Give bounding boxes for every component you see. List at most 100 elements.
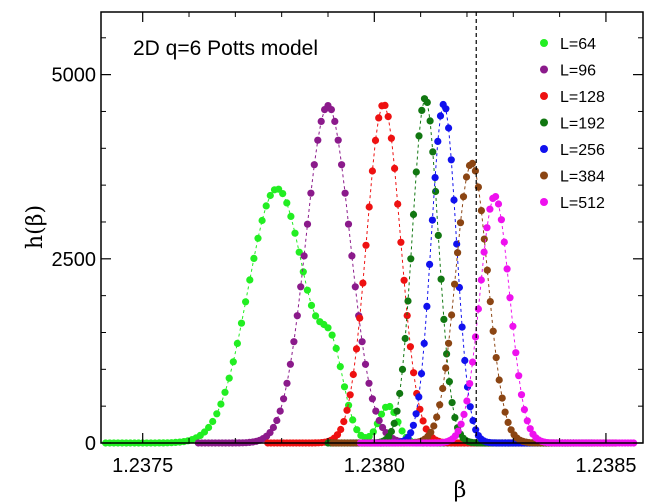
data-point	[299, 268, 307, 276]
data-point	[423, 98, 431, 106]
data-point	[369, 428, 377, 436]
data-point	[419, 417, 427, 425]
data-point	[349, 370, 357, 379]
data-point	[403, 312, 411, 320]
data-point	[353, 426, 361, 434]
data-point	[398, 427, 406, 435]
data-point	[495, 376, 503, 384]
data-point	[368, 395, 376, 403]
legend-label: L=384	[560, 169, 605, 186]
data-point	[293, 312, 301, 320]
data-point	[447, 156, 455, 164]
data-point	[375, 114, 383, 122]
data-point	[358, 338, 366, 346]
data-point	[398, 365, 407, 373]
x-tick-label: 1.2375	[112, 455, 173, 477]
data-point	[384, 113, 392, 121]
data-point	[359, 279, 367, 287]
data-point	[333, 431, 342, 439]
data-point	[387, 427, 395, 436]
data-point	[460, 410, 468, 418]
legend-label: L=128	[560, 89, 605, 106]
data-point	[352, 345, 361, 353]
data-point	[457, 420, 465, 428]
data-point	[454, 427, 462, 435]
y-tick-label: 2500	[52, 249, 97, 271]
legend-entry: L=384	[540, 169, 605, 186]
data-point	[450, 196, 458, 204]
legend-marker	[540, 171, 548, 180]
data-point	[397, 238, 405, 246]
data-point	[379, 423, 387, 432]
data-point	[517, 391, 526, 399]
legend-entry: L=96	[540, 63, 596, 80]
data-point	[442, 105, 450, 113]
data-point	[401, 334, 409, 343]
data-point	[375, 416, 383, 425]
data-point	[390, 419, 398, 427]
data-point	[391, 164, 399, 172]
data-point	[448, 311, 456, 319]
legend-entry: L=192	[540, 116, 605, 133]
data-point	[420, 339, 428, 347]
legend-entry: L=512	[540, 195, 605, 212]
data-point	[273, 416, 281, 425]
data-point	[280, 395, 288, 403]
data-point	[340, 418, 348, 426]
legend-marker	[540, 118, 548, 127]
legend-marker	[540, 198, 548, 206]
data-point	[295, 248, 303, 256]
data-point	[520, 406, 529, 414]
data-point	[477, 276, 485, 284]
data-point	[393, 407, 401, 415]
data-point	[439, 384, 447, 393]
data-point	[426, 117, 434, 125]
legend-label: L=64	[560, 36, 596, 53]
data-point	[506, 294, 514, 302]
data-point	[334, 136, 342, 144]
axis-ticks: 1.2375 1.2380 1.2385 0 2500 5000	[52, 12, 643, 477]
data-point	[396, 389, 404, 398]
data-point	[279, 190, 287, 198]
data-point	[472, 426, 480, 434]
data-point	[463, 397, 471, 405]
data-point	[332, 344, 340, 352]
data-point	[434, 231, 442, 239]
data-point	[361, 360, 370, 368]
data-point	[246, 276, 254, 284]
legend-entry: L=128	[540, 89, 605, 106]
data-point	[492, 354, 500, 362]
data-point	[317, 117, 325, 125]
data-point	[432, 187, 440, 196]
data-point	[406, 343, 414, 351]
data-point	[448, 399, 456, 407]
x-tick-label: 1.2385	[575, 455, 636, 477]
data-point	[468, 159, 476, 167]
data-point	[371, 136, 380, 144]
data-point	[276, 407, 284, 415]
data-point	[343, 406, 351, 414]
data-point	[283, 379, 291, 387]
data-point	[338, 161, 346, 169]
data-point	[340, 383, 349, 391]
data-point	[500, 238, 508, 246]
data-point	[436, 401, 444, 409]
data-point	[483, 224, 491, 232]
legend-marker	[540, 145, 548, 153]
data-point	[466, 380, 474, 388]
data-point	[434, 137, 442, 145]
data-point	[445, 124, 453, 132]
data-point	[492, 193, 500, 201]
data-point	[494, 200, 503, 208]
series-line	[360, 195, 634, 444]
data-point	[328, 331, 336, 339]
data-point	[336, 363, 344, 371]
data-point	[409, 210, 418, 219]
data-point	[486, 298, 494, 306]
data-point	[437, 275, 445, 283]
data-point	[213, 410, 221, 418]
plot-area	[102, 95, 638, 447]
data-point	[250, 254, 258, 262]
data-point	[307, 301, 316, 309]
